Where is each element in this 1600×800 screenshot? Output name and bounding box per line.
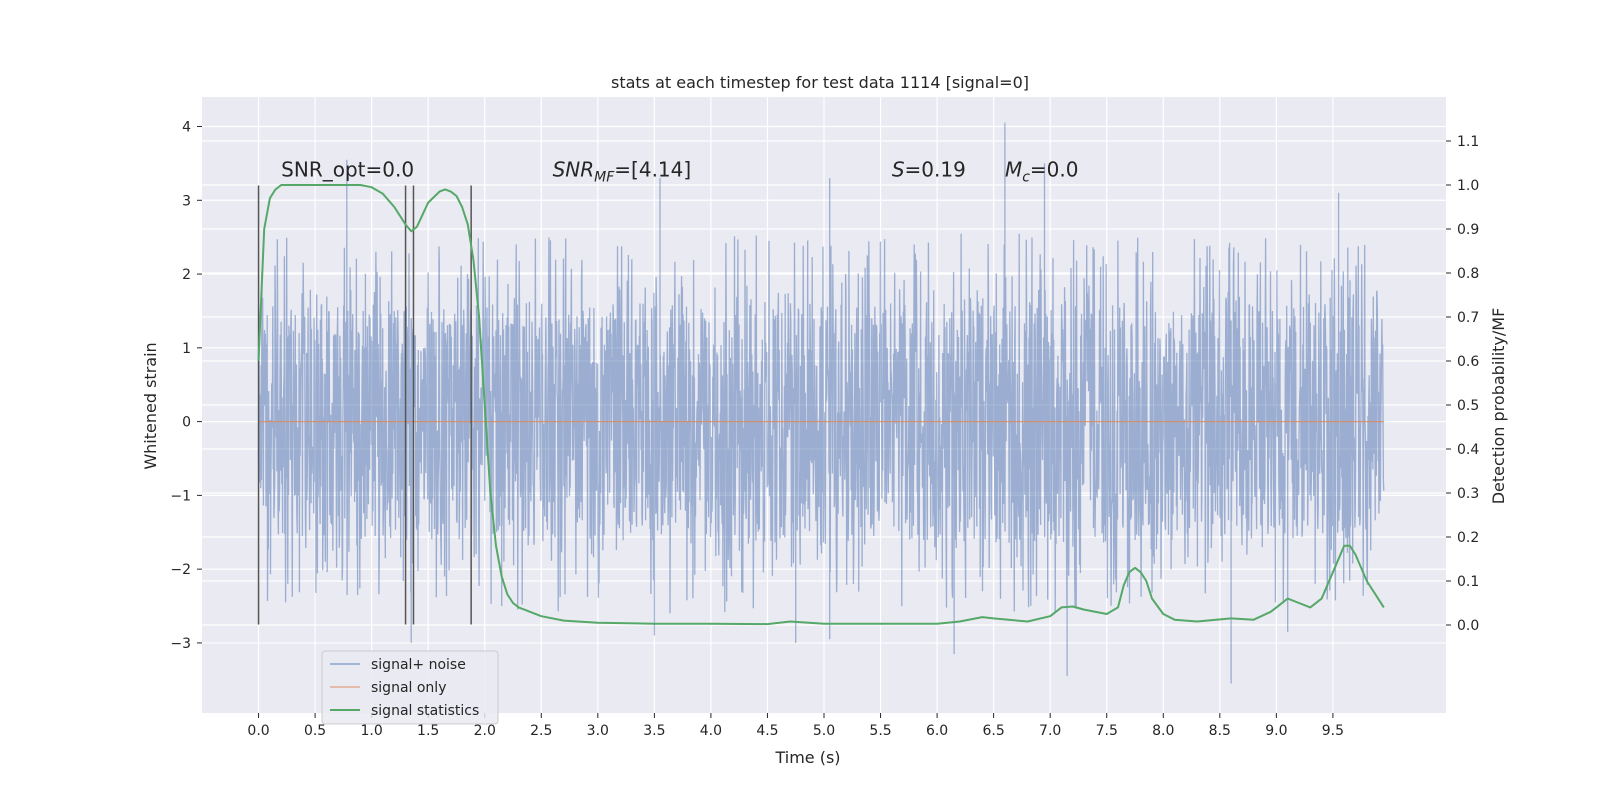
y-tick-label-0: −3: [170, 636, 191, 652]
legend: signal+ noise signal only signal statist…: [321, 650, 499, 725]
x-tick-label-1: 0.5: [304, 723, 326, 739]
y-tick-label-3: 0: [182, 415, 191, 431]
signal-statistics-series: [257, 184, 1385, 626]
annotation-0: SNR_opt=0.0: [281, 158, 414, 182]
y2-tick-label-0: 0.0: [1457, 618, 1479, 634]
y2-tick-label-8: 0.8: [1457, 266, 1479, 282]
annotation-1: SNRMF=[4.14]: [553, 158, 692, 186]
x-tick-label-9: 4.5: [756, 723, 778, 739]
x-tick-label-11: 5.5: [869, 723, 891, 739]
y-axis-left: −3 −2 −1 0 1 2 3 4: [170, 120, 202, 652]
legend-label-signal-only: signal only: [371, 680, 446, 696]
x-tick-label-10: 5.0: [813, 723, 835, 739]
y2-tick-label-11: 1.1: [1457, 134, 1479, 150]
y2-tick-label-7: 0.7: [1457, 310, 1479, 326]
annotation-2: S=0.19: [892, 158, 966, 182]
x-tick-label-18: 9.0: [1265, 723, 1287, 739]
y-tick-label-4: 1: [182, 341, 191, 357]
y2-tick-label-1: 0.1: [1457, 574, 1479, 590]
y2-tick-label-6: 0.6: [1457, 354, 1479, 370]
y-axis-label: Whitened strain: [141, 342, 160, 469]
x-tick-label-8: 4.0: [700, 723, 722, 739]
chart-title: stats at each timestep for test data 111…: [611, 73, 1029, 92]
y-tick-label-5: 2: [182, 267, 191, 283]
x-axis: 0.0 0.5 1.0 1.5 2.0 2.5 3.0 3.5 4.0 4.5 5.0 5.5 6.0 6…: [247, 713, 1344, 739]
y-tick-label-2: −1: [170, 488, 191, 504]
y2-axis-label: Detection probability/MF: [1489, 308, 1508, 505]
vertical-markers: [257, 185, 472, 625]
annotation-3: Mc=0.0: [1005, 158, 1079, 186]
x-axis-label: Time (s): [774, 748, 840, 767]
y-tick-label-7: 4: [182, 120, 191, 136]
y-axis-right: 0.0 0.1 0.2 0.3 0.4 0.5 0.6 0.7 0.8 0.9 1.0 1.1: [1446, 134, 1479, 634]
y2-tick-label-4: 0.4: [1457, 442, 1479, 458]
x-tick-label-19: 9.5: [1322, 723, 1344, 739]
x-tick-label-7: 3.5: [643, 723, 665, 739]
y2-tick-label-9: 0.9: [1457, 222, 1479, 238]
y2-tick-label-2: 0.2: [1457, 530, 1479, 546]
legend-box: [321, 650, 499, 725]
y-tick-label-1: −2: [170, 562, 191, 578]
y-tick-label-6: 3: [182, 193, 191, 209]
y2-tick-label-3: 0.3: [1457, 486, 1479, 502]
x-tick-label-2: 1.0: [361, 723, 383, 739]
signal-statistics-line: [257, 184, 1385, 626]
x-tick-label-6: 3.0: [587, 723, 609, 739]
x-tick-label-3: 1.5: [417, 723, 439, 739]
annotations: SNR_opt=0.0 SNRMF=[4.14] S=0.19 Mc=0.0: [281, 158, 1078, 186]
x-tick-label-15: 7.5: [1096, 723, 1118, 739]
signal-noise-line: [257, 122, 1385, 684]
x-tick-label-0: 0.0: [247, 723, 269, 739]
y2-tick-label-10: 1.0: [1457, 178, 1479, 194]
x-tick-label-13: 6.5: [983, 723, 1005, 739]
x-tick-label-4: 2.0: [474, 723, 496, 739]
signal-noise-series: [257, 122, 1385, 684]
x-tick-label-16: 8.0: [1152, 723, 1174, 739]
x-tick-label-14: 7.0: [1039, 723, 1061, 739]
x-tick-label-12: 6.0: [926, 723, 948, 739]
y2-tick-label-5: 0.5: [1457, 398, 1479, 414]
legend-label-signal-statistics: signal statistics: [371, 703, 479, 719]
x-tick-label-17: 8.5: [1209, 723, 1231, 739]
legend-label-signal-noise: signal+ noise: [371, 657, 466, 673]
x-tick-label-5: 2.5: [530, 723, 552, 739]
